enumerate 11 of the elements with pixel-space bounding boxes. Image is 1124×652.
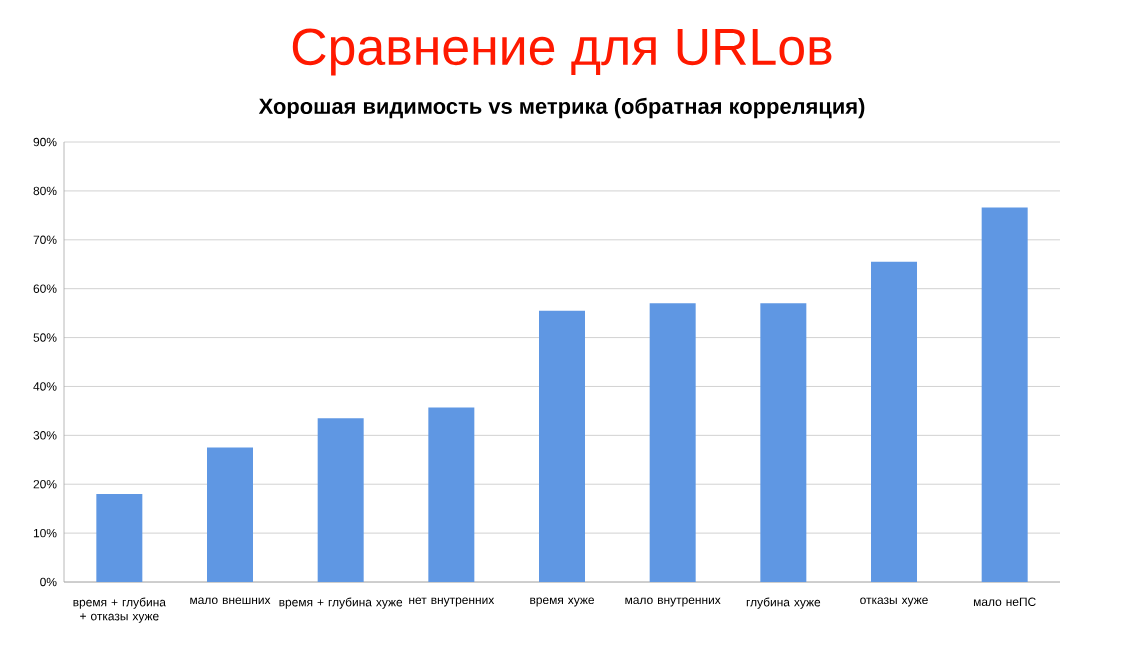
bar	[428, 407, 475, 582]
bar	[317, 418, 364, 582]
bar	[96, 494, 143, 582]
bar	[649, 303, 696, 582]
bar	[539, 310, 585, 582]
chart-subtitle: Хорошая видимость vs метрика (обратная корреляция)	[258, 97, 865, 119]
chart-title: Сравнение для URLов	[292, 28, 832, 76]
bar	[981, 207, 1028, 582]
bar	[871, 261, 918, 582]
bar	[760, 303, 807, 582]
bar	[207, 447, 253, 582]
